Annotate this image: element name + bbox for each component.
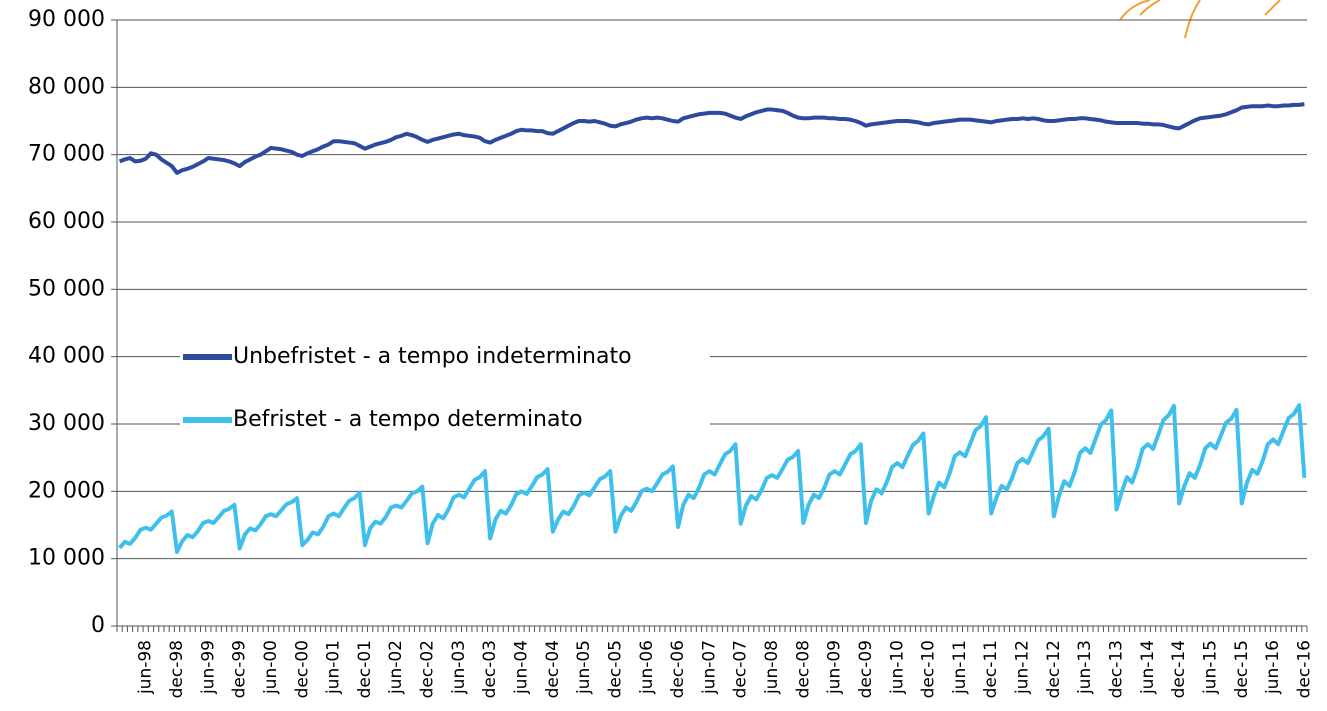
series-line xyxy=(118,403,1307,554)
y-tick-label: 70 000 xyxy=(28,142,105,167)
y-tick-label: 10 000 xyxy=(28,546,105,571)
x-tick-label: dec-06 xyxy=(668,640,688,698)
x-tick-label: dec-13 xyxy=(1106,640,1126,698)
x-tick-label: dec-12 xyxy=(1044,640,1064,698)
x-tick-label: jun-98 xyxy=(136,640,156,695)
x-tick-label: jun-11 xyxy=(950,640,970,695)
legend-background xyxy=(180,330,710,440)
y-tick-label: 80 000 xyxy=(28,74,105,99)
legend-label: Unbefristet - a tempo indeterminato xyxy=(233,344,632,369)
y-tick-label: 30 000 xyxy=(28,411,105,436)
y-tick-label: 40 000 xyxy=(28,344,105,369)
y-tick-label: 20 000 xyxy=(28,478,105,503)
x-tick-label: jun-12 xyxy=(1013,640,1033,695)
x-tick-label: dec-05 xyxy=(605,640,625,698)
x-tick-label: dec-14 xyxy=(1169,640,1189,698)
x-tick-label: jun-13 xyxy=(1075,640,1095,695)
x-tick-label: jun-02 xyxy=(386,640,406,695)
x-tick-label: jun-07 xyxy=(699,640,719,695)
x-tick-label: dec-07 xyxy=(731,640,751,698)
x-tick-label: jun-00 xyxy=(261,640,281,695)
x-tick-label: dec-11 xyxy=(981,640,1001,698)
x-tick-label: jun-99 xyxy=(198,640,218,695)
x-tick-label: jun-05 xyxy=(574,640,594,695)
y-tick-label: 90 000 xyxy=(28,7,105,32)
x-tick-label: dec-02 xyxy=(418,640,438,698)
series-line xyxy=(118,102,1305,175)
x-tick-label: dec-16 xyxy=(1294,640,1314,698)
y-tick-label: 50 000 xyxy=(28,276,105,301)
x-tick-label: jun-15 xyxy=(1200,640,1220,695)
legend-label: Befristet - a tempo determinato xyxy=(233,407,583,432)
x-tick-label: jun-06 xyxy=(637,640,657,695)
x-tick-label: dec-04 xyxy=(543,640,563,698)
x-tick-label: dec-01 xyxy=(355,640,375,698)
x-tick-label: jun-03 xyxy=(449,640,469,695)
x-tick-label: dec-10 xyxy=(919,640,939,698)
x-tick-label: jun-01 xyxy=(324,640,344,695)
x-tick-label: jun-04 xyxy=(511,640,531,695)
x-tick-label: dec-09 xyxy=(856,640,876,698)
x-tick-label: dec-03 xyxy=(480,640,500,698)
x-tick-label: jun-16 xyxy=(1263,640,1283,695)
x-tick-label: dec-00 xyxy=(292,640,312,698)
x-tick-label: dec-15 xyxy=(1232,640,1252,698)
x-tick-label: dec-99 xyxy=(230,640,250,698)
x-tick-label: jun-09 xyxy=(825,640,845,695)
x-tick-label: jun-08 xyxy=(762,640,782,695)
y-tick-label: 0 xyxy=(91,613,105,638)
decoration xyxy=(1119,0,1281,39)
x-tick-label: jun-10 xyxy=(887,640,907,695)
y-tick-label: 60 000 xyxy=(28,209,105,234)
x-tick-label: dec-98 xyxy=(167,640,187,698)
x-tick-label: jun-14 xyxy=(1138,640,1158,695)
x-tick-label: dec-08 xyxy=(793,640,813,698)
